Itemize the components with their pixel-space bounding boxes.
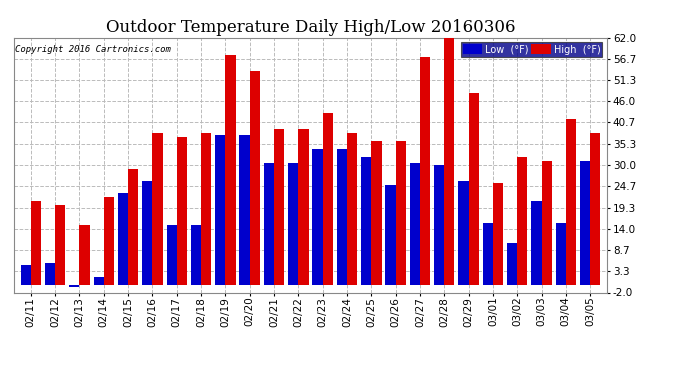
Bar <box>128 169 138 285</box>
Bar <box>142 181 152 285</box>
Bar <box>177 137 187 285</box>
Bar <box>555 223 566 285</box>
Bar <box>493 183 503 285</box>
Bar <box>288 163 298 285</box>
Bar <box>566 119 576 285</box>
Bar <box>371 141 382 285</box>
Bar <box>313 149 323 285</box>
Bar <box>166 225 177 285</box>
Bar <box>590 133 600 285</box>
Bar <box>45 262 55 285</box>
Bar <box>458 181 469 285</box>
Bar <box>118 193 128 285</box>
Bar <box>444 38 455 285</box>
Bar <box>21 265 31 285</box>
Bar <box>55 205 66 285</box>
Bar <box>518 157 527 285</box>
Bar <box>420 57 430 285</box>
Bar <box>483 223 493 285</box>
Bar <box>580 161 590 285</box>
Bar <box>31 201 41 285</box>
Bar <box>69 285 79 286</box>
Bar <box>469 93 479 285</box>
Bar <box>274 129 284 285</box>
Bar <box>323 113 333 285</box>
Bar <box>104 197 114 285</box>
Title: Outdoor Temperature Daily High/Low 20160306: Outdoor Temperature Daily High/Low 20160… <box>106 19 515 36</box>
Bar <box>542 161 552 285</box>
Bar <box>347 133 357 285</box>
Bar <box>250 71 260 285</box>
Bar <box>191 225 201 285</box>
Bar <box>361 157 371 285</box>
Bar <box>337 149 347 285</box>
Text: Copyright 2016 Cartronics.com: Copyright 2016 Cartronics.com <box>15 45 171 54</box>
Bar <box>239 135 250 285</box>
Bar <box>386 185 395 285</box>
Bar <box>79 225 90 285</box>
Bar <box>531 201 542 285</box>
Bar <box>507 243 518 285</box>
Legend: Low  (°F), High  (°F): Low (°F), High (°F) <box>460 42 602 57</box>
Bar <box>395 141 406 285</box>
Bar <box>94 277 104 285</box>
Bar <box>264 163 274 285</box>
Bar <box>298 129 308 285</box>
Bar <box>201 133 211 285</box>
Bar <box>226 56 235 285</box>
Bar <box>410 163 420 285</box>
Bar <box>434 165 444 285</box>
Bar <box>152 133 163 285</box>
Bar <box>215 135 226 285</box>
